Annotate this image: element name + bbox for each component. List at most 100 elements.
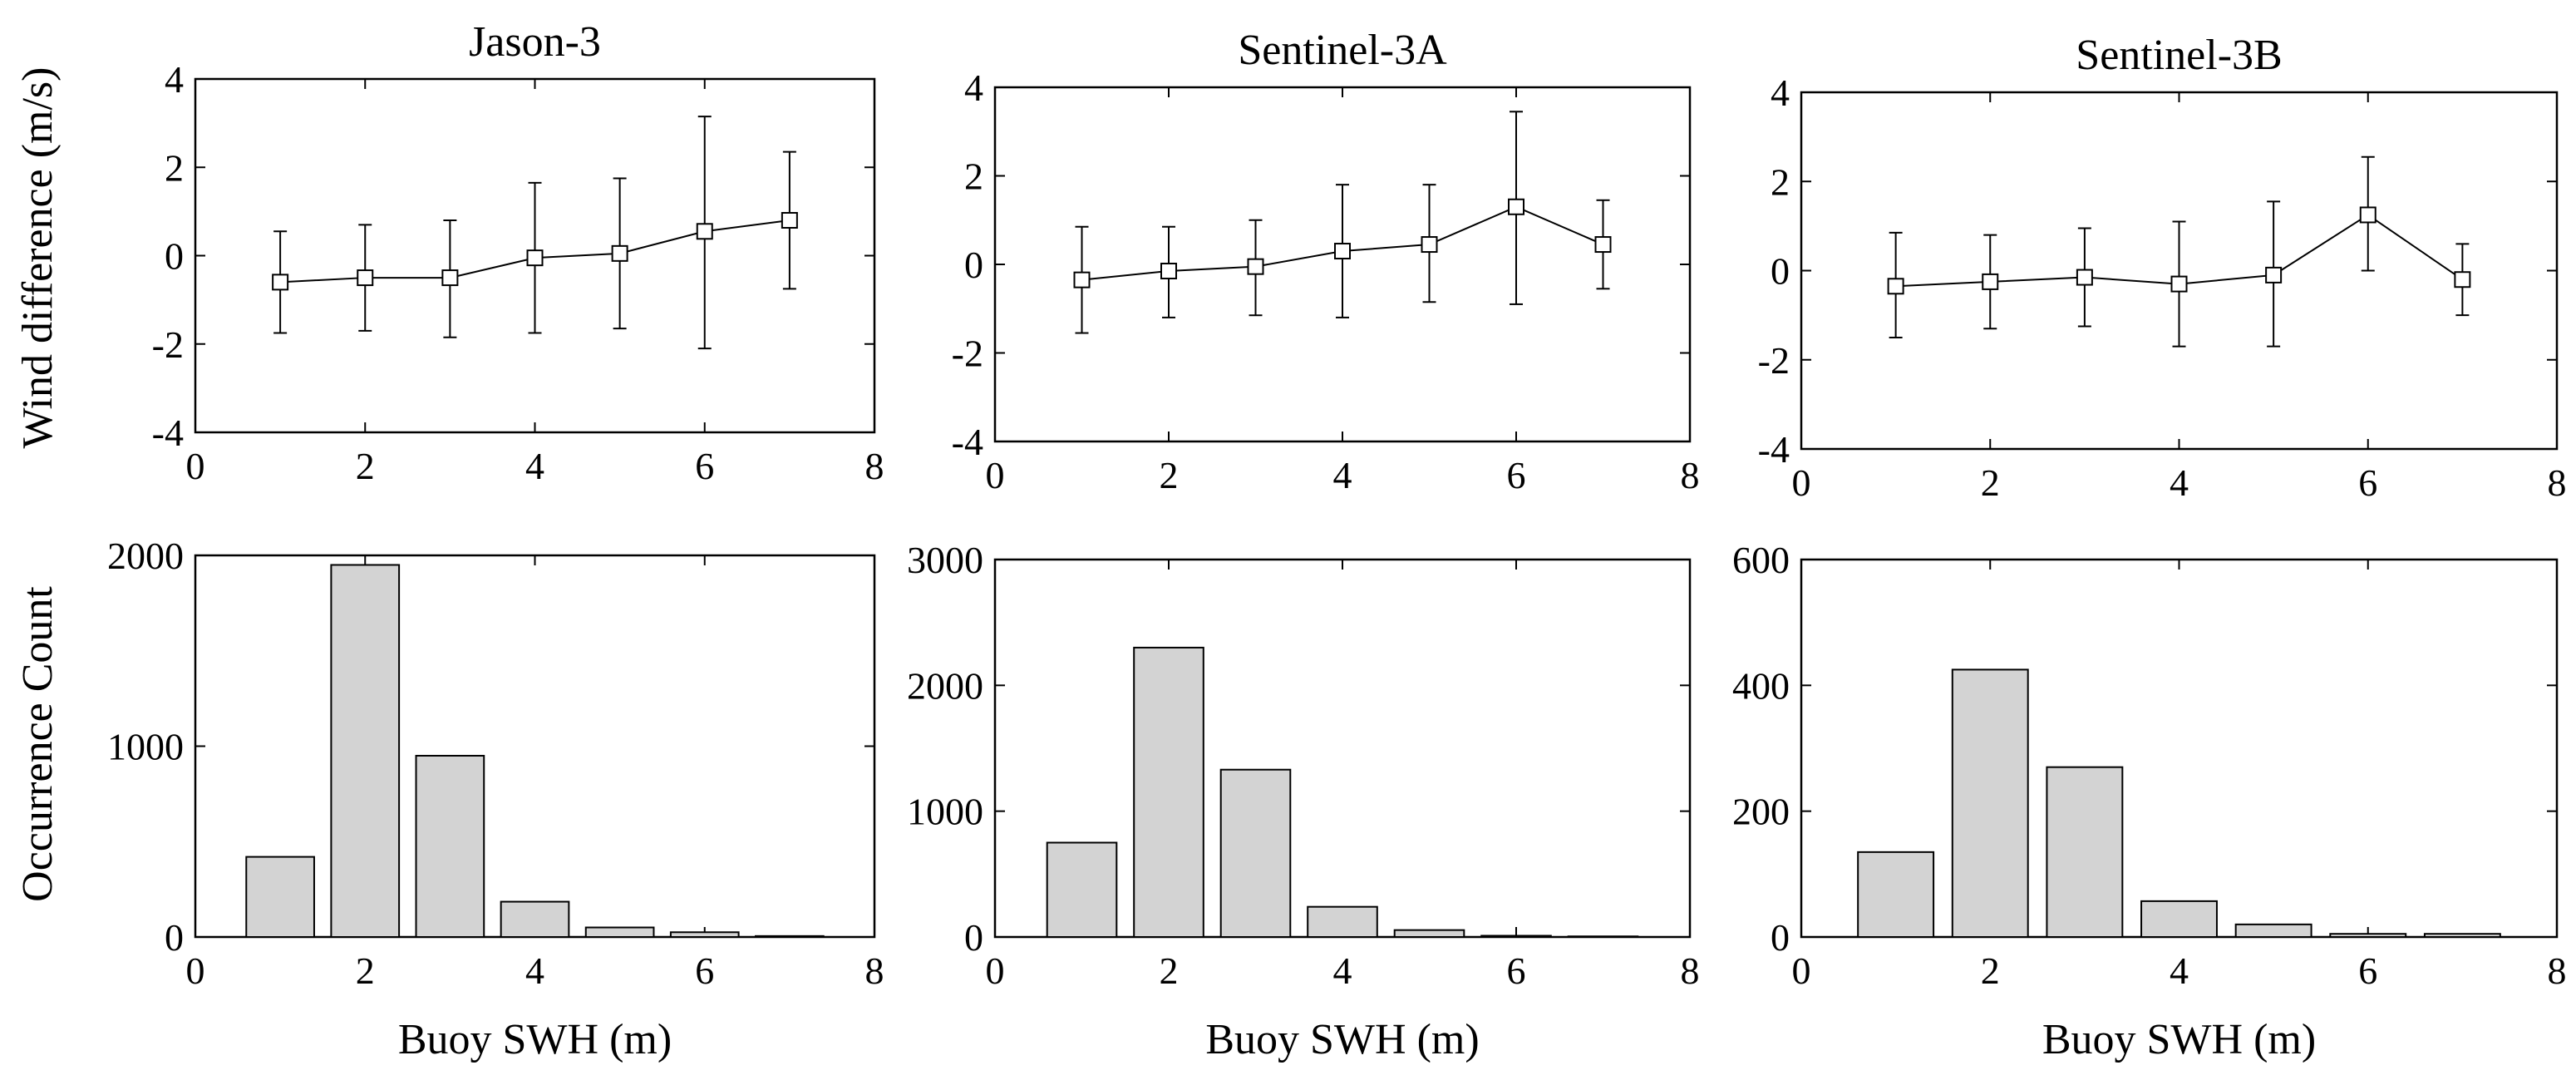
x-tick-label: 0 <box>986 454 1005 496</box>
x-axis-label: Buoy SWH (m) <box>1205 1016 1479 1063</box>
y-tick-label: 2 <box>165 146 184 189</box>
data-point <box>1160 262 1177 279</box>
x-tick-label: 6 <box>1507 949 1526 992</box>
data-point <box>1073 271 1091 288</box>
y-tick-label: 0 <box>165 235 184 278</box>
x-tick-label: 2 <box>356 949 375 992</box>
data-point <box>2170 275 2188 293</box>
x-tick-label: 6 <box>695 949 714 992</box>
y-tick-label: -2 <box>1758 339 1790 382</box>
bar <box>500 900 570 938</box>
panel-jason3-count: 0 2 4 6 8 0 1000 2000 Buoy SWH (m) <box>107 535 884 1063</box>
bar <box>245 856 315 938</box>
y-tick-label: 200 <box>1732 791 1790 833</box>
data-point <box>1594 236 1612 254</box>
panel-title: Jason-3 <box>469 18 601 66</box>
x-tick-label: 8 <box>1681 454 1700 496</box>
bar <box>1307 905 1378 939</box>
panel-s3b-wind: 0 2 4 6 8 -4 -2 0 2 4 Sentinel-3B <box>1758 32 2567 504</box>
x-tick-label: 4 <box>2170 461 2189 504</box>
data-point <box>2359 206 2377 224</box>
y-tick-label: 4 <box>964 67 983 109</box>
y-tick-label: 4 <box>165 58 184 101</box>
y-tick-label: 0 <box>1771 250 1790 293</box>
x-tick-label: 4 <box>1333 454 1352 496</box>
y-tick-label: 0 <box>964 916 983 959</box>
data-point <box>272 274 289 291</box>
x-axis-label: Buoy SWH (m) <box>2042 1016 2316 1063</box>
row-label-wind-difference: Wind difference (m/s) <box>14 67 62 449</box>
x-tick-label: 4 <box>525 445 544 487</box>
x-tick-label: 6 <box>2358 461 2377 504</box>
data-point <box>2454 271 2471 288</box>
x-tick-label: 4 <box>525 949 544 992</box>
x-tick-label: 8 <box>865 949 884 992</box>
y-tick-label: 0 <box>1771 916 1790 959</box>
y-tick-label: 0 <box>964 244 983 286</box>
y-tick-label: -4 <box>152 412 184 454</box>
y-tick-label: 2000 <box>907 664 983 707</box>
data-point <box>2265 266 2283 284</box>
bar <box>2234 923 2312 939</box>
panel-s3a-wind: 0 2 4 6 8 -4 -2 0 2 4 Sentinel-3A <box>952 27 1700 496</box>
bar <box>2046 766 2124 939</box>
bar <box>1567 935 1639 938</box>
x-tick-label: 0 <box>1792 949 1811 992</box>
panel-title: Sentinel-3B <box>2076 32 2282 79</box>
x-tick-label: 2 <box>1160 949 1179 992</box>
panel-jason3-wind: 0 2 4 6 8 -4 -2 0 2 4 Jason-3 <box>152 18 884 487</box>
panel-title: Sentinel-3A <box>1238 27 1447 74</box>
row-label-occurrence-count: Occurrence Count <box>14 586 62 902</box>
data-point <box>2076 269 2093 286</box>
y-tick-label: -2 <box>152 323 184 366</box>
y-tick-label: 1000 <box>107 726 184 768</box>
bar <box>1133 646 1204 939</box>
x-axis-label: Buoy SWH (m) <box>398 1016 672 1063</box>
bar <box>330 564 401 938</box>
bar <box>584 926 655 939</box>
data-point <box>1334 243 1351 260</box>
y-tick-label: 4 <box>1771 72 1790 114</box>
bar <box>2423 933 2501 939</box>
data-point <box>1982 273 1999 290</box>
bar <box>1951 668 2029 939</box>
x-tick-label: 0 <box>186 445 205 487</box>
x-tick-label: 0 <box>186 949 205 992</box>
data-point <box>441 269 459 287</box>
bar <box>415 754 485 938</box>
x-tick-label: 6 <box>1507 454 1526 496</box>
x-tick-label: 6 <box>2358 949 2377 992</box>
x-tick-label: 4 <box>1333 949 1352 992</box>
data-point <box>781 212 798 229</box>
x-tick-label: 2 <box>1981 949 2000 992</box>
x-tick-label: 2 <box>1160 454 1179 496</box>
x-tick-label: 0 <box>986 949 1005 992</box>
data-point <box>526 249 544 267</box>
bar <box>1480 935 1552 939</box>
data-point <box>1508 198 1524 215</box>
y-tick-label: 0 <box>165 916 184 959</box>
y-tick-label: 2 <box>1771 160 1790 203</box>
data-point <box>1421 236 1438 254</box>
bar <box>1046 841 1118 938</box>
bar <box>2329 933 2407 939</box>
bar <box>2140 900 2218 938</box>
x-tick-label: 8 <box>2548 949 2567 992</box>
bar <box>1857 851 1935 938</box>
y-tick-label: -4 <box>1758 428 1790 471</box>
y-tick-label: 1000 <box>907 791 983 833</box>
data-point <box>696 223 713 240</box>
x-tick-label: 0 <box>1792 461 1811 504</box>
x-tick-label: 8 <box>865 445 884 487</box>
data-point <box>1247 258 1264 275</box>
data-point <box>1887 278 1904 295</box>
data-point <box>611 244 628 262</box>
panels: 0 2 4 6 8 -4 -2 0 2 4 Jason-3 0 2 4 6 8 -4 -2 0 2 4 Sentinel-… <box>107 18 2567 1063</box>
data-point <box>357 269 374 287</box>
bar <box>1219 768 1292 939</box>
x-tick-label: 8 <box>1681 949 1700 992</box>
bar <box>1393 929 1465 938</box>
panel-s3b-count: 0 2 4 6 8 0 200 400 600 Buoy SWH (m) <box>1732 539 2567 1063</box>
x-tick-label: 4 <box>2170 949 2189 992</box>
y-tick-label: 2000 <box>107 535 184 577</box>
